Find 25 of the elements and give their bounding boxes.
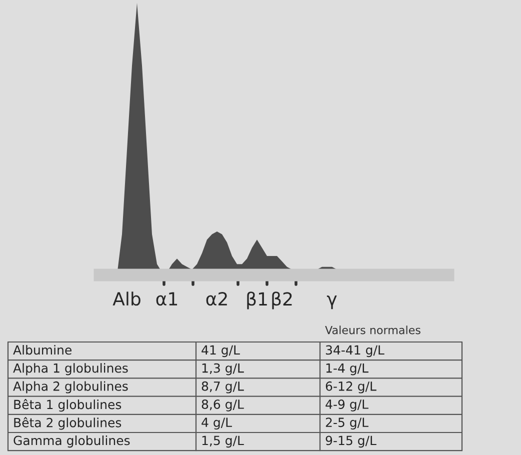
x-tick-label: β2: [272, 292, 292, 310]
text: 41 g/L: [202, 345, 240, 358]
text: 8,6 g/L: [202, 400, 244, 412]
text: 4-9 g/L: [326, 400, 368, 412]
text: Bêta 2 globulines: [14, 417, 122, 430]
text: Albumine: [13, 345, 72, 355]
text: 1,3 g/L: [202, 363, 244, 376]
text: 4 g/L: [202, 418, 232, 430]
text: 9-15 g/L: [326, 436, 376, 448]
text: 6-12 g/L: [326, 381, 376, 394]
x-tick-label: γ: [326, 296, 337, 310]
x-tick-label: α2: [206, 292, 227, 306]
text: Alpha 1 globulines: [13, 363, 128, 376]
text: Gamma globulines: [14, 436, 130, 448]
text: Alpha 2 globulines: [13, 381, 128, 394]
text: 34-41 g/L: [326, 345, 384, 358]
text: 1,5 g/L: [202, 436, 244, 448]
x-tick-label: α1: [156, 292, 178, 306]
x-tick-label: β1: [247, 292, 267, 310]
text: 8,7 g/L: [202, 381, 244, 394]
text: Valeurs normales: [325, 326, 420, 334]
text: 1-4 g/L: [326, 363, 368, 376]
text: 2-5 g/L: [326, 418, 368, 430]
text: Bêta 1 globulines: [14, 399, 122, 412]
x-tick-label: Alb: [112, 292, 140, 306]
